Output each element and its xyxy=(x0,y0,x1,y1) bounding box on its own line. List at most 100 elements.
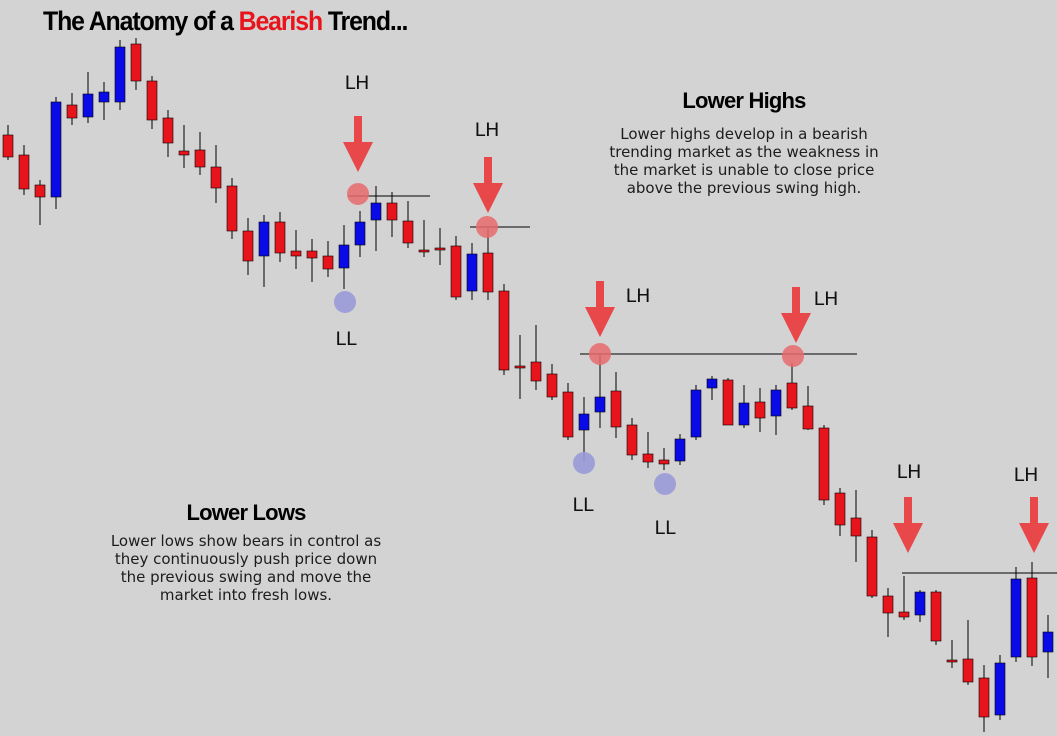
lh-label: LH xyxy=(897,461,922,483)
candle xyxy=(482,229,494,300)
lower-lows-line: the previous swing and move the xyxy=(120,568,372,586)
candle xyxy=(642,432,654,468)
candle xyxy=(914,590,926,622)
bear-candle-body xyxy=(322,255,334,270)
lower-high-marker xyxy=(782,345,804,367)
bear-candle-body xyxy=(66,104,78,119)
bear-candle-body xyxy=(562,391,574,438)
arrow-head xyxy=(585,307,615,337)
bear-candle-body xyxy=(498,290,510,371)
lower-high-arrow xyxy=(893,497,923,553)
candle xyxy=(178,125,190,168)
bear-candle-body xyxy=(210,166,222,189)
candle xyxy=(162,110,174,157)
candle xyxy=(114,40,126,110)
bull-candle-body xyxy=(50,101,62,198)
lower-high-arrow xyxy=(343,116,373,172)
bull-candle-body xyxy=(354,221,366,246)
lower-high-arrow xyxy=(1019,497,1049,553)
candle xyxy=(946,640,958,668)
arrow-head xyxy=(343,142,373,172)
candle xyxy=(434,228,446,265)
bear-candle-body xyxy=(2,134,14,158)
bear-candle-body xyxy=(530,361,542,382)
lower-high-arrow xyxy=(781,287,811,343)
bull-candle-body xyxy=(370,202,382,221)
candle xyxy=(1042,615,1054,678)
candle xyxy=(1010,567,1022,662)
candle xyxy=(338,225,350,289)
lh-label: LH xyxy=(626,285,651,307)
bull-candle-body xyxy=(1010,578,1022,658)
candle xyxy=(258,215,270,287)
bear-candle-body xyxy=(962,658,974,683)
lower-lows-line: they continuously push price down xyxy=(114,550,378,568)
lower-high-marker xyxy=(476,216,498,238)
candle xyxy=(658,448,670,470)
candle xyxy=(2,125,14,160)
bull-candle-body xyxy=(114,46,126,103)
lower-low-marker xyxy=(334,291,356,313)
bear-candle-body xyxy=(162,117,174,144)
candle xyxy=(802,386,814,430)
lh-label: LH xyxy=(1014,464,1039,486)
lower-lows-description: Lower lows show bears in control as they… xyxy=(66,532,426,604)
candle xyxy=(786,363,798,410)
candle xyxy=(514,335,526,399)
bear-candle-body xyxy=(418,249,430,253)
bear-candle-body xyxy=(818,427,830,501)
candle xyxy=(674,434,686,465)
candle xyxy=(962,620,974,685)
bear-candle-body xyxy=(146,80,158,121)
bear-candle-body xyxy=(34,184,46,198)
lower-lows-line: Lower lows show bears in control as xyxy=(110,532,382,550)
candle xyxy=(146,76,158,129)
candle xyxy=(226,178,238,239)
candle xyxy=(546,364,558,400)
bull-candle-body xyxy=(82,93,94,118)
bear-candle-body xyxy=(290,250,302,257)
candle xyxy=(98,82,110,120)
bull-candle-body xyxy=(466,253,478,292)
lh-label: LH xyxy=(345,72,370,94)
bear-candle-body xyxy=(626,424,638,456)
candle xyxy=(290,230,302,269)
candle xyxy=(18,145,30,195)
candle xyxy=(722,378,734,426)
lower-highs-line: trending market as the weakness in xyxy=(609,143,879,161)
bear-candle-body xyxy=(1026,577,1038,658)
lower-lows-heading: Lower Lows xyxy=(186,500,306,525)
arrow-shaft xyxy=(484,157,492,185)
lh-label: LH xyxy=(814,288,839,310)
candle xyxy=(930,590,942,645)
lower-highs-line: above the previous swing high. xyxy=(626,179,862,197)
candle xyxy=(450,236,462,300)
bear-candle-body xyxy=(930,591,942,642)
candle xyxy=(322,241,334,277)
bull-candle-body xyxy=(258,221,270,257)
bear-candle-body xyxy=(274,221,286,254)
candle xyxy=(530,325,542,390)
bear-candle-body xyxy=(722,379,734,426)
candle xyxy=(1026,562,1038,666)
bear-candle-body xyxy=(482,252,494,293)
bear-candle-body xyxy=(450,245,462,298)
lower-low-marker xyxy=(654,473,676,495)
bear-candle-body xyxy=(898,611,910,618)
bear-candle-body xyxy=(226,185,238,232)
ll-label: LL xyxy=(335,328,357,350)
candle xyxy=(594,355,606,428)
swing-annotations: LH LH LH LH LH LH LL LL LL xyxy=(334,72,1057,574)
bear-candle-body xyxy=(946,659,958,663)
bear-candle-body xyxy=(978,677,990,718)
candle xyxy=(82,72,94,123)
candle xyxy=(578,397,590,462)
bull-candle-body xyxy=(738,402,750,426)
bear-candle-body xyxy=(242,230,254,262)
arrow-head xyxy=(1019,523,1049,553)
arrow-head xyxy=(781,313,811,343)
bull-candle-body xyxy=(914,591,926,616)
candle xyxy=(690,385,702,440)
candle xyxy=(978,665,990,732)
